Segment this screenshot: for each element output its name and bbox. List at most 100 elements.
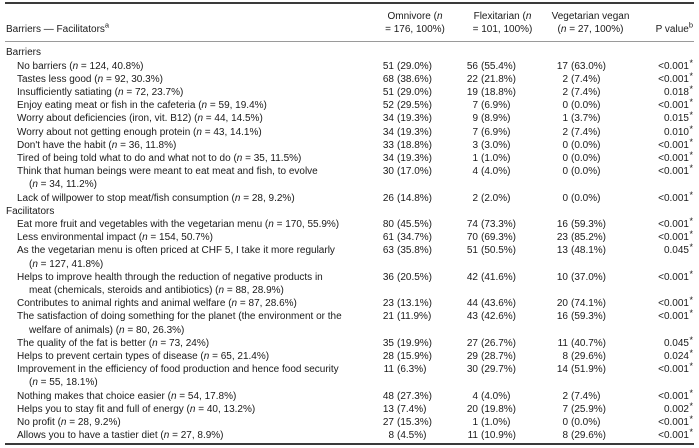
p-value: <0.001*	[658, 414, 693, 429]
p-value: 0.010*	[663, 123, 693, 138]
p-value: <0.001*	[658, 189, 693, 204]
table-row: Contributes to animal rights and animal …	[5, 295, 694, 310]
flexitarian-value: 4 (4.0%)	[472, 166, 511, 178]
row-label: Helps to improve health through the redu…	[17, 271, 323, 297]
vegetarian-vegan-value: 0 (0.0%)	[562, 100, 601, 112]
p-value: 0.045*	[663, 334, 693, 349]
omnivore-value: 51 (29.0%)	[382, 60, 433, 72]
p-value: <0.001*	[658, 361, 693, 376]
header-omnivore: Omnivore (n = 176, 100%)	[385, 11, 445, 36]
table-row: The quality of the fat is better (n = 73…	[5, 334, 694, 350]
significance-asterisk: *	[689, 216, 693, 227]
vegetarian-vegan-value: 2 (7.4%)	[562, 126, 601, 138]
header-flexitarian: Flexitarian (n = 101, 100%)	[472, 11, 533, 36]
vegetarian-vegan-value: 16 (59.3%)	[556, 311, 607, 323]
table-row: Think that human beings were meant to ea…	[5, 163, 694, 191]
table-row: Helps to prevent certain types of diseas…	[5, 348, 694, 363]
header-barriers-facilitators-text: Barriers — Facilitators	[6, 24, 105, 36]
flexitarian-value: 1 (1.0%)	[472, 417, 511, 429]
p-value: <0.001*	[658, 97, 693, 112]
p-value: <0.001*	[658, 295, 693, 310]
flexitarian-value: 42 (41.6%)	[466, 271, 517, 283]
row-label: Enjoy eating meat or fish in the cafeter…	[17, 100, 267, 112]
omnivore-value: 34 (19.3%)	[382, 113, 433, 125]
omnivore-value: 68 (38.6%)	[382, 73, 433, 85]
significance-asterisk: *	[689, 84, 693, 95]
p-value: <0.001*	[658, 268, 693, 283]
p-value: 0.024*	[663, 348, 693, 363]
significance-asterisk: *	[689, 387, 693, 398]
omnivore-value: 80 (45.5%)	[382, 219, 433, 231]
row-label: Allows you to have a tastier diet (n = 2…	[17, 430, 224, 442]
table-row: Tastes less good (n = 92, 30.3%) 68 (38.6%…	[5, 71, 694, 86]
omnivore-value: 23 (13.1%)	[382, 298, 433, 310]
header-p-value: P valueb	[636, 22, 694, 36]
significance-asterisk: *	[689, 308, 693, 319]
table-row: No profit (n = 28, 9.2%) 27 (15.3%) 1 (1.0%)…	[5, 414, 694, 429]
vegetarian-vegan-value: 0 (0.0%)	[562, 417, 601, 429]
omnivore-value: 34 (19.3%)	[382, 126, 433, 138]
table-row: Helps you to stay fit and full of energy…	[5, 400, 694, 416]
table-row: Nothing makes that choice easier (n = 54…	[5, 387, 694, 403]
table-row: Helps to improve health through the redu…	[5, 268, 694, 297]
vegetarian-vegan-value: 17 (63.0%)	[556, 60, 607, 72]
omnivore-value: 8 (4.5%)	[388, 430, 427, 442]
p-value: <0.001*	[658, 136, 693, 151]
row-label: No barriers (n = 124, 40.8%)	[17, 60, 144, 72]
table-row: Tired of being told what to do and what …	[5, 150, 694, 165]
significance-asterisk: *	[689, 136, 693, 147]
p-value: <0.001*	[658, 229, 693, 244]
row-label: Insufficiently satiating (n = 72, 23.7%)	[17, 87, 184, 99]
omnivore-value: 26 (14.8%)	[382, 192, 433, 204]
omnivore-value: 13 (7.4%)	[382, 403, 427, 415]
significance-asterisk: *	[689, 334, 693, 345]
flexitarian-value: 22 (21.8%)	[466, 73, 517, 85]
row-label: Helps to prevent certain types of diseas…	[17, 351, 270, 363]
omnivore-value: 30 (17.0%)	[382, 166, 433, 178]
flexitarian-value: 51 (50.5%)	[466, 245, 517, 257]
row-label: Lack of willpower to stop meat/fish cons…	[17, 192, 295, 204]
flexitarian-value: 70 (69.3%)	[466, 232, 517, 244]
row-label: Tired of being told what to do and what …	[17, 153, 302, 165]
omnivore-value: 27 (15.3%)	[382, 417, 433, 429]
table-row: Improvement in the efficiency of food pr…	[5, 361, 694, 389]
row-label: Think that human beings were meant to ea…	[17, 166, 318, 191]
table-row: Eat more fruit and vegetables with the v…	[5, 216, 694, 231]
significance-asterisk: *	[689, 361, 693, 372]
omnivore-value: 61 (34.7%)	[382, 232, 433, 244]
flexitarian-value: 11 (10.9%)	[467, 430, 517, 442]
significance-asterisk: *	[689, 189, 693, 200]
vegetarian-vegan-value: 16 (59.3%)	[556, 219, 607, 231]
omnivore-value: 28 (15.9%)	[382, 351, 433, 363]
header-barriers-facilitators: Barriers — Facilitatorsa	[5, 20, 370, 36]
flexitarian-value: 2 (2.0%)	[472, 192, 511, 204]
vegetarian-vegan-value: 13 (48.1%)	[556, 245, 607, 257]
vegetarian-vegan-value: 23 (85.2%)	[556, 232, 607, 244]
significance-asterisk: *	[689, 97, 693, 108]
p-value: <0.001*	[658, 216, 693, 231]
p-value: <0.001*	[658, 150, 693, 165]
significance-asterisk: *	[689, 57, 693, 68]
flexitarian-value: 3 (3.0%)	[472, 139, 511, 151]
significance-asterisk: *	[689, 400, 693, 411]
flexitarian-value: 7 (6.9%)	[472, 126, 511, 138]
row-label: Less environmental impact (n = 154, 50.7…	[17, 232, 213, 244]
table-row: Less environmental impact (n = 154, 50.7…	[5, 229, 694, 244]
significance-asterisk: *	[689, 110, 693, 121]
footnote-marker-a: a	[104, 20, 110, 30]
vegetarian-vegan-value: 0 (0.0%)	[562, 192, 601, 204]
vegetarian-vegan-value: 2 (7.4%)	[562, 87, 601, 99]
row-label: Helps you to stay fit and full of energy…	[17, 403, 256, 415]
row-label: Don't have the habit (n = 36, 11.8%)	[17, 139, 177, 151]
header-vegetarian-vegan: Vegetarian vegan (n = 27, 100%)	[551, 11, 630, 36]
p-value: 0.018*	[663, 84, 693, 99]
table-row: No barriers (n = 124, 40.8%) 51 (29.0%) 56(…	[5, 57, 694, 73]
p-value: <0.001*	[658, 163, 693, 178]
row-label: Worry about not getting enough protein (…	[17, 126, 262, 138]
section-title: Facilitators	[6, 205, 55, 217]
flexitarian-value: 44 (43.6%)	[466, 298, 517, 310]
vegetarian-vegan-value: 14 (51.9%)	[556, 364, 607, 376]
row-label: Nothing makes that choice easier (n = 54…	[17, 390, 237, 402]
significance-asterisk: *	[689, 229, 693, 240]
